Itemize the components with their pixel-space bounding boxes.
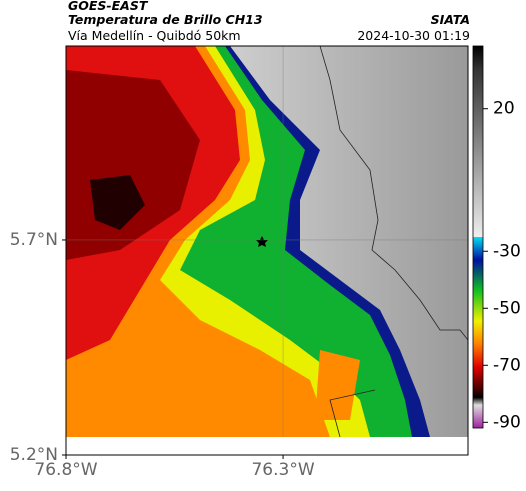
- colorbar-label: -70: [493, 355, 521, 375]
- datetime-label: 2024-10-30 01:19: [357, 28, 470, 43]
- satellite-name: GOES-EAST: [68, 0, 149, 13]
- x-tick-label: 76.3°W: [251, 460, 314, 480]
- satellite-image: [66, 46, 468, 437]
- colorbar-label: -90: [493, 412, 521, 432]
- route-label: Vía Medellín - Quibdó 50km: [68, 28, 241, 43]
- product-title: Temperatura de Brillo CH13: [68, 12, 263, 27]
- colorbar-label: 20: [493, 99, 515, 119]
- colorbar-label: -30: [493, 241, 521, 261]
- map-frame: [65, 45, 469, 456]
- source-label: SIATA: [431, 12, 470, 27]
- y-tick-label: 5.2°N: [10, 445, 58, 465]
- x-tick-label: 76.8°W: [34, 460, 97, 480]
- colorbar: [472, 45, 484, 429]
- colorbar-label: -50: [493, 298, 521, 318]
- y-tick-label: 5.7°N: [10, 230, 58, 250]
